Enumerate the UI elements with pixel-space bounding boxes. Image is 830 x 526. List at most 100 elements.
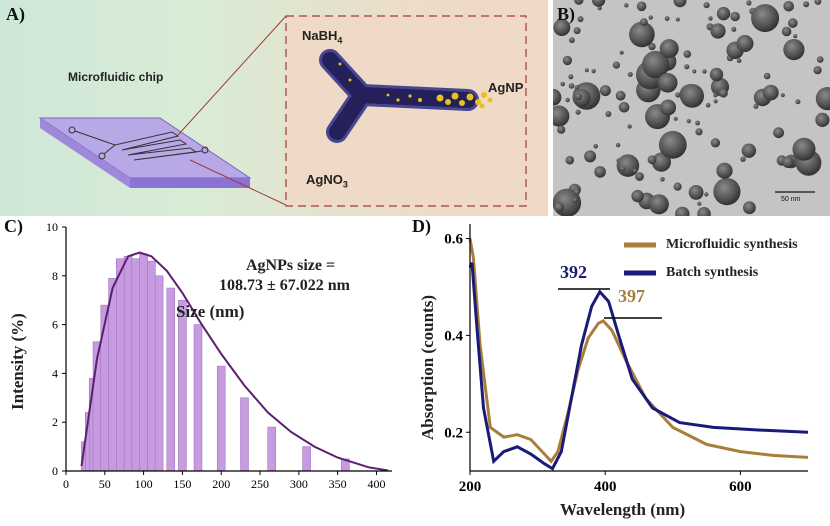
tem-particle <box>648 42 656 51</box>
legend-label-batch: Batch synthesis <box>666 265 759 280</box>
x-tick-label: 200 <box>212 477 230 491</box>
tem-particle <box>584 150 597 163</box>
tem-particle <box>683 50 692 58</box>
silver-nanoparticles <box>338 62 493 109</box>
histogram-bar <box>100 304 110 472</box>
tem-particle <box>697 207 711 216</box>
tem-particle <box>815 112 830 127</box>
x-tick-label: 300 <box>290 477 308 491</box>
tem-particle <box>793 34 798 39</box>
histogram-bar <box>108 277 117 472</box>
legend-label-microfluidic: Microfluidic synthesis <box>666 237 798 252</box>
tem-particles <box>553 0 830 216</box>
histogram-bar <box>139 253 148 472</box>
tem-particle <box>730 11 740 22</box>
histogram-bar <box>166 287 176 472</box>
tem-particle <box>565 155 575 165</box>
tem-particle <box>781 26 792 37</box>
tem-particle <box>692 69 697 74</box>
x-tick-label: 400 <box>367 477 385 491</box>
tem-particle <box>615 142 621 148</box>
size-annotation-line1: AgNPs size = <box>246 257 336 274</box>
tem-particle <box>554 202 564 213</box>
tem-particle <box>658 130 687 159</box>
tem-particle <box>575 109 581 115</box>
size-annotation-line2: 108.73 ± 67.022 nm <box>219 277 351 294</box>
tem-particle <box>553 88 562 106</box>
x-tick-label: 250 <box>251 477 269 491</box>
scale-bar-label: 50 nm <box>781 196 801 203</box>
tem-particle <box>618 102 630 113</box>
y-tick-label: 10 <box>46 220 58 234</box>
tem-particle <box>627 72 633 77</box>
y-tick-label: 0.4 <box>444 328 463 344</box>
y-ticks: 0 2 4 6 8 10 <box>46 220 66 478</box>
tem-particle <box>716 6 731 21</box>
lognormal-fit-curve <box>80 251 389 472</box>
x-tick-label: 100 <box>135 477 153 491</box>
x-tick-label: 350 <box>329 477 347 491</box>
tem-particle <box>648 194 669 215</box>
tem-particle <box>713 178 741 206</box>
tem-particle <box>648 15 653 20</box>
histogram-bar <box>267 426 276 472</box>
y-tick-label: 2 <box>52 415 58 429</box>
y-tick-label: 4 <box>52 366 58 380</box>
tem-particle <box>560 81 565 87</box>
tem-particle <box>697 201 702 206</box>
y-tick-label: 0.6 <box>444 232 463 248</box>
tem-particle <box>574 0 584 5</box>
tem-particle <box>568 74 574 80</box>
tem-particle <box>736 35 754 52</box>
y-ticks: 0.2 0.4 0.6 <box>444 232 470 441</box>
tem-particle <box>584 68 589 73</box>
tem-particle <box>731 26 737 32</box>
zoom-line-bottom <box>189 159 287 206</box>
y-tick-label: 0.2 <box>444 425 463 441</box>
tem-particle <box>642 50 670 79</box>
agno3-label: AgNO3 <box>306 172 348 190</box>
tem-particle <box>773 127 784 139</box>
agnp-label: AgNP <box>488 80 524 95</box>
y-tick-label: 6 <box>52 318 58 332</box>
tem-particle <box>686 119 691 124</box>
tem-particle <box>815 87 830 111</box>
tem-particle <box>616 154 640 177</box>
tem-particle <box>620 166 626 172</box>
nabh4-label: NaBH4 <box>302 28 343 46</box>
tem-particle <box>710 23 726 39</box>
tem-particle <box>635 172 644 181</box>
histogram-bar <box>131 258 141 472</box>
tem-particle <box>627 124 632 129</box>
tem-particle <box>713 99 718 104</box>
tem-particle <box>813 66 822 75</box>
y-axis-title-intensity: Intensity (%) <box>8 313 27 410</box>
tem-particle <box>573 188 581 196</box>
tem-particle <box>597 6 602 11</box>
tem-particle <box>675 17 680 22</box>
tem-particle <box>631 189 644 203</box>
panel-b-tem-image: B) 50 nm <box>553 0 830 216</box>
tem-particle <box>782 156 794 168</box>
tem-particle <box>592 0 606 7</box>
tem-particle <box>708 16 713 21</box>
tem-particle <box>741 143 757 158</box>
microfluidic-schematic <box>38 15 527 207</box>
x-axis-title-wavelength: Wavelength (nm) <box>560 500 686 519</box>
y-tick-label: 8 <box>52 269 58 283</box>
tem-particle <box>751 4 780 33</box>
tem-particle <box>743 201 756 215</box>
tem-particle <box>673 0 687 8</box>
tem-particle <box>695 128 703 136</box>
tem-particle <box>675 206 690 216</box>
chip-side-face <box>40 118 130 188</box>
tem-particle <box>709 67 724 82</box>
tem-particle <box>573 27 581 35</box>
histogram-bar <box>240 397 249 472</box>
tem-particle <box>615 90 626 101</box>
tem-particle <box>675 92 681 98</box>
peak-label-397: 397 <box>618 286 645 306</box>
tem-particle <box>710 138 721 148</box>
histogram-bar <box>193 324 203 472</box>
histogram-bar <box>123 256 133 472</box>
